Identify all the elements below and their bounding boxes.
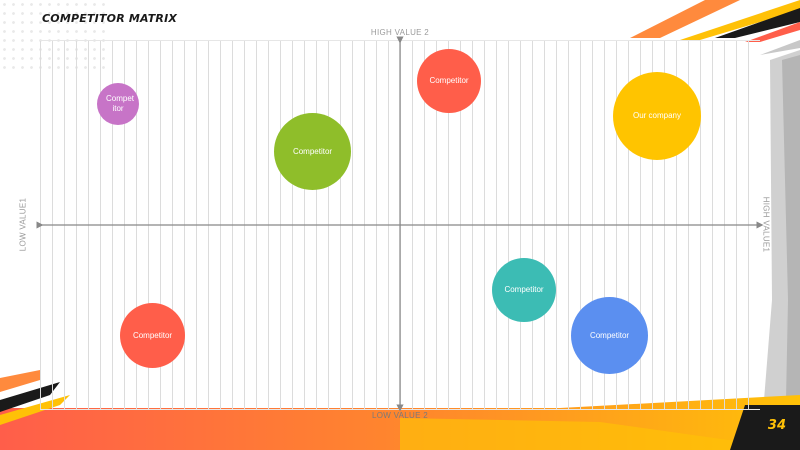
- bubble-competitor-blue: Competitor: [571, 297, 648, 374]
- slide-title: COMPETITOR MATRIX: [42, 12, 178, 25]
- axis-label-right: HIGH VALUE1: [761, 196, 771, 253]
- axis-label-top: HIGH VALUE 2: [370, 28, 430, 37]
- bubble-competitor-red-bottom: Competitor: [120, 303, 185, 368]
- axis-label-left: LOW VALUE1: [18, 197, 28, 252]
- bubble-competitor-teal: Competitor: [492, 258, 556, 322]
- axis-label-bottom: LOW VALUE 2: [371, 411, 429, 420]
- bubble-our-company: Our company: [613, 72, 701, 160]
- bubble-competitor-red-top: Competitor: [417, 49, 481, 113]
- bubble-competitor-green: Competitor: [274, 113, 351, 190]
- bubble-competitor-purple: Compet itor: [97, 83, 139, 125]
- page-number: 34: [767, 418, 786, 433]
